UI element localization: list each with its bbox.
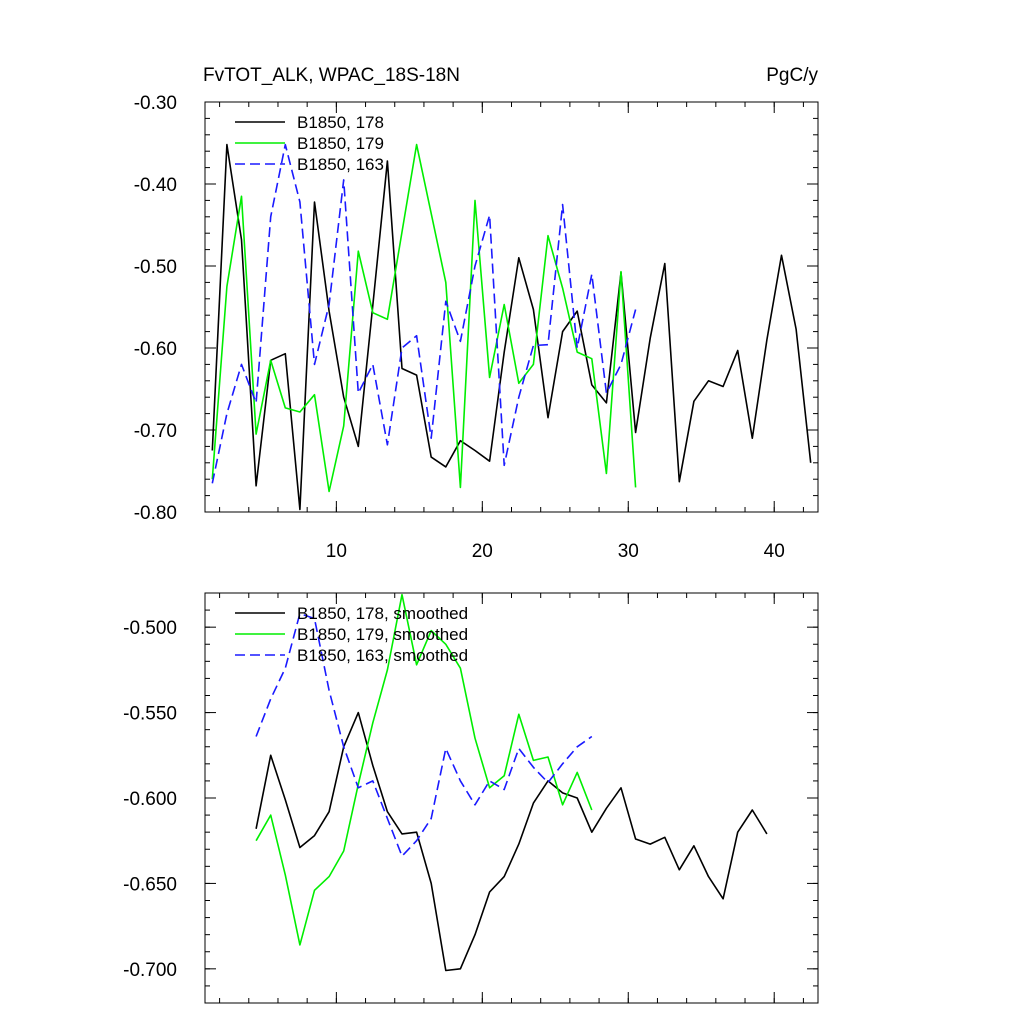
top-ytick-label: -0.30 xyxy=(134,93,177,114)
top-xtick-label: 40 xyxy=(764,541,785,562)
bottom-legend: B1850, 178, smoothed B1850, 179, smoothed… xyxy=(235,604,468,665)
top-xtick-label: 20 xyxy=(472,541,493,562)
bottom-ytick-label: -0.700 xyxy=(123,960,177,981)
top-ytick-label: -0.60 xyxy=(134,339,177,360)
top-ytick-label: -0.40 xyxy=(134,175,177,196)
bottom-ytick-label: -0.500 xyxy=(123,618,177,639)
top-title: FvTOT_ALK, WPAC_18S-18N xyxy=(203,65,460,86)
top-ytick-label: -0.70 xyxy=(134,421,177,442)
top-ytick-label: -0.50 xyxy=(134,257,177,278)
bottom-legend-label-1: B1850, 178, smoothed xyxy=(297,604,468,623)
bottom-ytick-label: -0.650 xyxy=(123,874,177,895)
bottom-series-line-3 xyxy=(255,612,593,857)
top-series-line-2 xyxy=(211,143,637,493)
bottom-series-line-2 xyxy=(255,593,593,946)
top-ytick-label: -0.80 xyxy=(134,503,177,524)
top-xtick-label: 30 xyxy=(618,541,639,562)
top-panel: FvTOT_ALK, WPAC_18S-18N PgC/y -0.30 -0.40… xyxy=(134,65,819,562)
top-series-line-1 xyxy=(211,143,812,511)
top-ticks: -0.30 -0.40 -0.50 -0.60 -0.70 -0.80 10 20 30 40 xyxy=(134,93,818,562)
top-legend-label-3: B1850, 163 xyxy=(297,155,384,174)
top-series xyxy=(211,143,812,511)
bottom-legend-label-2: B1850, 179, smoothed xyxy=(297,625,468,644)
bottom-series xyxy=(255,593,768,972)
bottom-legend-label-3: B1850, 163, smoothed xyxy=(297,646,468,665)
top-units: PgC/y xyxy=(766,65,818,86)
bottom-ytick-label: -0.550 xyxy=(123,704,177,725)
top-legend: B1850, 178 B1850, 179 B1850, 163 xyxy=(235,113,384,174)
top-series-line-3 xyxy=(211,143,637,484)
top-legend-label-2: B1850, 179 xyxy=(297,134,384,153)
bottom-panel: -0.500 -0.550 -0.600 -0.650 -0.700 B1850, 17… xyxy=(123,592,819,1004)
bottom-ytick-label: -0.600 xyxy=(123,789,177,810)
top-xtick-label: 10 xyxy=(326,541,347,562)
bottom-series-line-1 xyxy=(255,711,768,972)
bottom-ticks: -0.500 -0.550 -0.600 -0.650 -0.700 xyxy=(123,592,818,1004)
top-legend-label-1: B1850, 178 xyxy=(297,113,384,132)
